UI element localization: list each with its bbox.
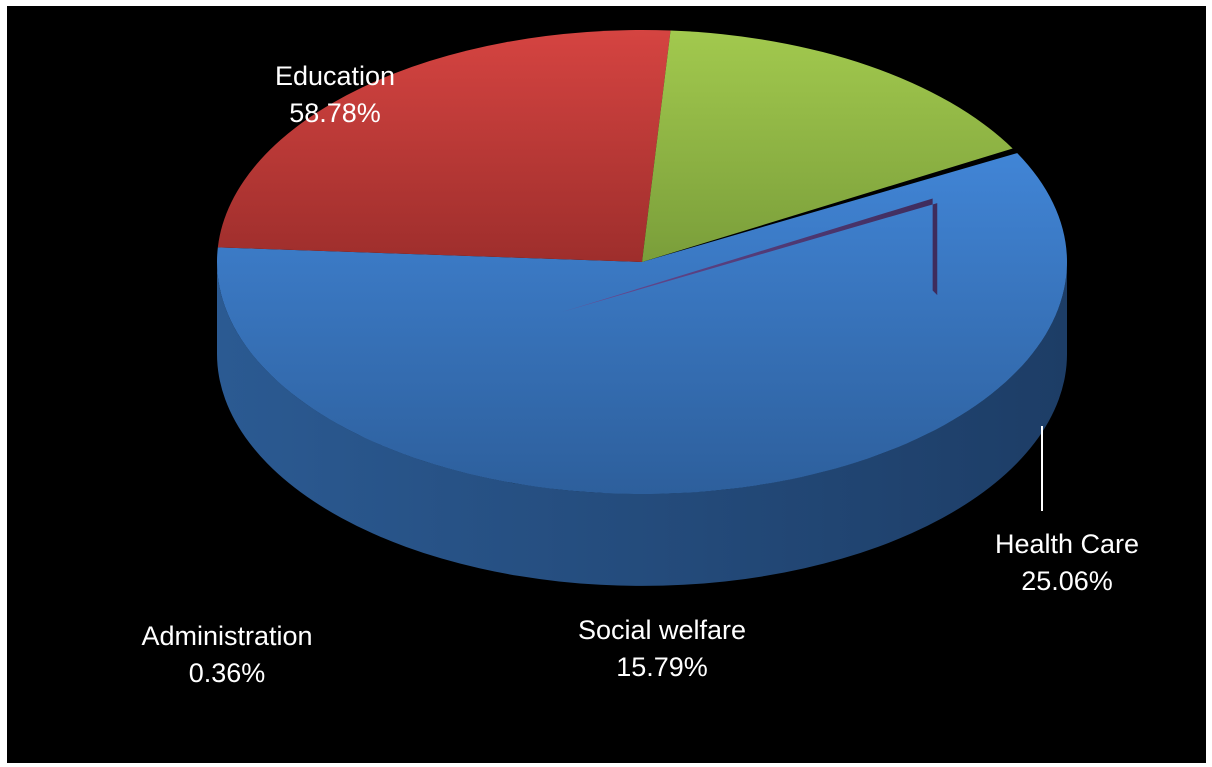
slice-health-care	[217, 30, 671, 263]
label-education-name: Education	[274, 61, 396, 91]
data-label-administration: Administration 0.36%	[107, 618, 347, 692]
label-health-care-name: Health Care	[994, 529, 1140, 559]
data-label-health-care: Health Care 25.06%	[967, 526, 1167, 600]
pie-chart	[216, 30, 1068, 586]
data-label-social-welfare: Social welfare 15.79%	[532, 612, 792, 686]
slice-side-education	[217, 262, 1067, 586]
label-administration-name: Administration	[141, 621, 313, 651]
label-social-welfare-value: 15.79%	[616, 652, 708, 682]
chart-area: Education 58.78% Health Care 25.06% Soci…	[7, 6, 1206, 763]
slice-administration	[562, 198, 938, 312]
label-education-value: 58.78%	[289, 98, 381, 128]
label-administration-value: 0.36%	[188, 658, 266, 688]
slice-education	[216, 153, 1068, 495]
data-label-education: Education 58.78%	[235, 58, 435, 132]
label-health-care-value: 25.06%	[1021, 566, 1113, 596]
slice-social-welfare	[642, 30, 1013, 262]
label-social-welfare-name: Social welfare	[577, 615, 747, 645]
